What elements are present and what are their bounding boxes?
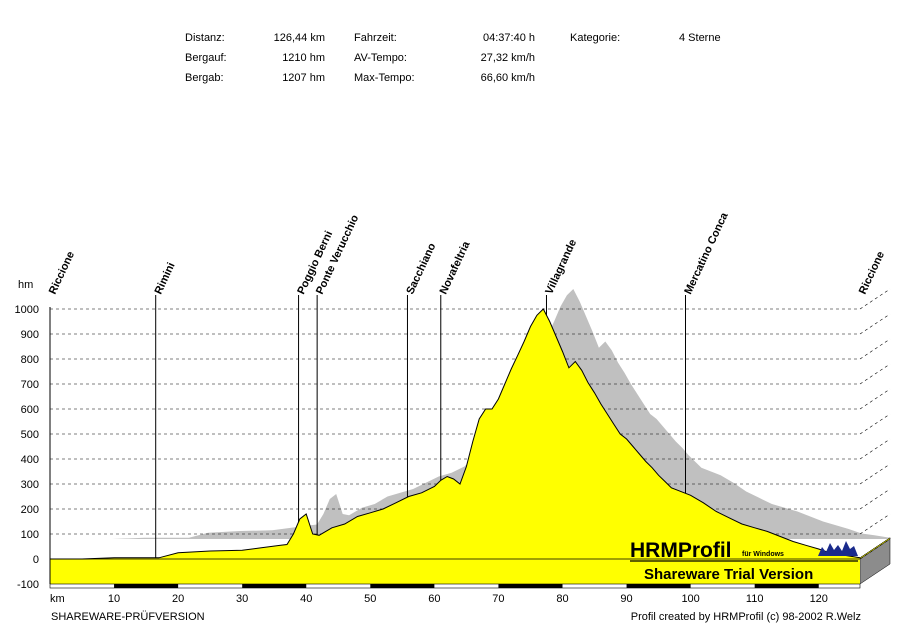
y-tick-label: -100 [17,579,39,591]
y-tick-label: 400 [21,454,39,466]
place-label: Villagrande [543,238,579,297]
gridline-depth [859,463,891,485]
x-tick-label: 80 [556,593,568,605]
x-tick-label: 120 [810,593,828,605]
gridline-depth [859,363,891,385]
y-tick-label: 1000 [15,304,39,316]
x-axis-label: km [50,593,65,605]
y-tick-label: 500 [21,429,39,441]
x-tick-label: 70 [492,593,504,605]
watermark-brand-small: für Windows [742,551,784,558]
place-label: Sacchiano [404,241,438,296]
y-axis-label: hm [18,279,33,291]
y-tick-label: 100 [21,529,39,541]
place-label: Rimini [153,261,178,297]
gridline-depth [859,313,891,335]
y-tick-label: 0 [33,554,39,566]
profile-shadow-layer [80,289,890,539]
bergab-value: 1207 hm [282,72,325,84]
gridline-depth [859,513,891,535]
avtempo-value: 27,32 km/h [480,52,535,64]
x-tick-label: 100 [681,593,699,605]
bergab-label: Bergab: [185,72,224,84]
avtempo-label: AV-Tempo: [354,52,407,64]
x-tick-label: 20 [172,593,184,605]
watermark-brand: HRMProfil [630,539,732,562]
x-tick-label: 90 [620,593,632,605]
y-tick-label: 900 [21,329,39,341]
watermark-mountain-icon [818,541,858,556]
y-tick-label: 700 [21,379,39,391]
watermark-banner: Shareware Trial Version [644,566,813,583]
y-tick-label: 600 [21,404,39,416]
gridline-depth [859,388,891,410]
profile-3d-side-layer [859,537,891,585]
profile-line [50,308,861,560]
fahrzeit-value: 04:37:40 h [483,32,535,44]
x-axis-band-segment [626,584,691,588]
tick-labels-layer: -100 0 100 200 300 400 500 600 700 800 900 1000 10 20… [15,279,828,605]
x-tick-label: 30 [236,593,248,605]
gridline-depth [859,438,891,460]
bergauf-value: 1210 hm [282,52,325,64]
gridline-depth [859,488,891,510]
bergauf-label: Bergauf: [185,52,227,64]
x-tick-label: 50 [364,593,376,605]
gridline-depth [859,338,891,360]
x-axis-band-segment [498,584,563,588]
footer-shareware-note: SHAREWARE-PRÜFVERSION [51,611,205,623]
place-label: Mercatino Conca [682,210,731,296]
x-axis-band-segment [754,584,819,588]
place-label: Riccione [47,250,77,297]
x-tick-label: 40 [300,593,312,605]
axes-layer [49,307,861,589]
y-tick-label: 800 [21,354,39,366]
y-tick-label: 200 [21,504,39,516]
x-tick-label: 60 [428,593,440,605]
gridline-depth [859,538,891,560]
gridline-depth [859,413,891,435]
footer-credit: Profil created by HRMProfil (c) 98-2002 … [630,611,861,623]
place-label: Novafeltria [438,239,473,296]
maxtempo-label: Max-Tempo: [354,72,415,84]
kategorie-label: Kategorie: [570,32,621,44]
distanz-label: Distanz: [185,32,225,44]
profile-shadow [80,289,890,539]
profile-fill [50,309,860,584]
distanz-value: 126,44 km [273,32,325,44]
maxtempo-value: 66,60 km/h [480,72,535,84]
x-axis-band [49,583,861,589]
x-tick-label: 10 [108,593,120,605]
x-axis-band-segment [114,584,179,588]
gridline-depth [859,288,891,310]
shareware-watermark: HRMProfil für Windows Shareware Trial Ve… [630,539,858,583]
x-axis-band-segment [370,584,435,588]
profile-fill-layer [50,308,861,584]
x-axis-band-segment [242,584,307,588]
x-tick-label: 110 [746,593,764,605]
place-markers-layer [155,295,686,558]
y-tick-label: 300 [21,479,39,491]
trip-statistics: Distanz: 126,44 km Bergauf: 1210 hm Berg… [0,0,910,100]
kategorie-value: 4 Sterne [679,32,721,44]
profile-side-face [859,537,891,585]
place-label: Riccione [857,250,887,297]
fahrzeit-label: Fahrzeit: [354,32,397,44]
